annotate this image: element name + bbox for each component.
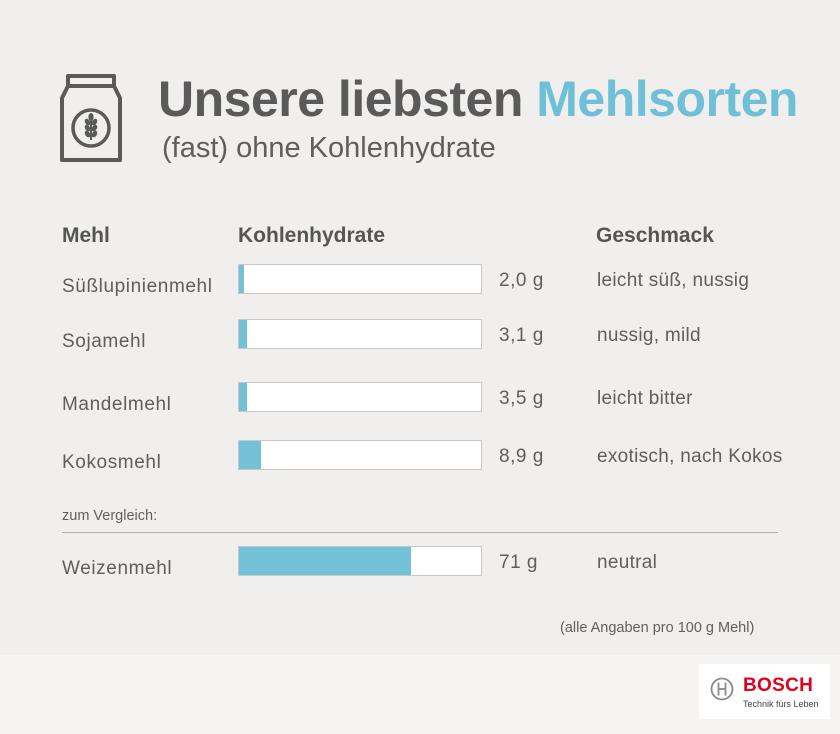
- title-main: Unsere liebsten: [158, 71, 537, 127]
- footnote: (alle Angaben pro 100 g Mehl): [560, 620, 755, 636]
- taste-label: exotisch, nach Kokos: [597, 446, 783, 467]
- row-label: Weizenmehl: [62, 558, 173, 579]
- data-label: 2,0 g: [499, 270, 544, 291]
- bar-track: [238, 382, 482, 412]
- column-header-carbs: Kohlenhydrate: [238, 224, 386, 247]
- bar: [239, 547, 411, 575]
- brand-name: BOSCH: [743, 675, 814, 696]
- flour-bag-icon: [60, 74, 122, 162]
- data-label: 8,9 g: [499, 446, 544, 467]
- title-accent: Mehlsorten: [536, 71, 798, 127]
- row-label: Süßlupinienmehl: [62, 276, 213, 297]
- taste-label: leicht süß, nussig: [597, 270, 750, 291]
- page-subtitle: (fast) ohne Kohlenhydrate: [162, 132, 496, 164]
- taste-label: leicht bitter: [597, 388, 693, 409]
- row-label: Mandelmehl: [62, 394, 172, 415]
- data-label: 3,1 g: [499, 325, 544, 346]
- taste-label: neutral: [597, 552, 658, 573]
- row-label: Kokosmehl: [62, 452, 162, 473]
- bar: [239, 383, 247, 411]
- bar-track: [238, 440, 482, 470]
- bar: [239, 265, 244, 293]
- bar-track: [238, 264, 482, 294]
- brand-slogan: Technik fürs Leben: [743, 699, 819, 709]
- bosch-armature-icon: [710, 677, 734, 701]
- row-label: Sojamehl: [62, 331, 147, 352]
- comparison-label: zum Vergleich:: [62, 508, 158, 524]
- brand-logo: BOSCH Technik fürs Leben: [699, 664, 830, 719]
- comparison-divider: [62, 532, 778, 533]
- column-header-flour: Mehl: [62, 224, 110, 247]
- bar-track: [238, 319, 482, 349]
- data-label: 3,5 g: [499, 388, 544, 409]
- bar-track: [238, 546, 482, 576]
- page-title: Unsere liebsten Mehlsorten: [158, 70, 798, 128]
- taste-label: nussig, mild: [597, 325, 701, 346]
- bar: [239, 320, 247, 348]
- column-header-taste: Geschmack: [596, 224, 714, 247]
- bar: [239, 441, 261, 469]
- data-label: 71 g: [499, 552, 538, 573]
